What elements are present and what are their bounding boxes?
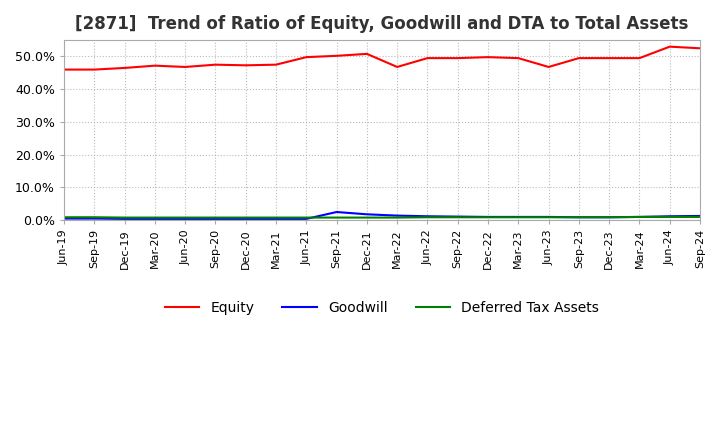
Deferred Tax Assets (241, 215, 250, 220)
Deferred Tax Assets (514, 215, 523, 220)
Goodwill (393, 213, 402, 218)
Equity (605, 55, 613, 61)
Equity (696, 46, 704, 51)
Goodwill (635, 214, 644, 220)
Goodwill (423, 214, 432, 219)
Equity (60, 67, 68, 72)
Equity (120, 65, 129, 70)
Deferred Tax Assets (120, 215, 129, 220)
Goodwill (363, 212, 372, 217)
Equity (181, 64, 189, 70)
Goodwill (120, 216, 129, 221)
Line: Equity: Equity (64, 47, 700, 70)
Equity (544, 64, 553, 70)
Equity (363, 51, 372, 56)
Goodwill (696, 213, 704, 219)
Equity (150, 63, 159, 68)
Title: [2871]  Trend of Ratio of Equity, Goodwill and DTA to Total Assets: [2871] Trend of Ratio of Equity, Goodwil… (76, 15, 689, 33)
Deferred Tax Assets (150, 215, 159, 220)
Goodwill (484, 214, 492, 220)
Goodwill (302, 216, 310, 221)
Goodwill (544, 214, 553, 220)
Deferred Tax Assets (635, 214, 644, 220)
Equity (332, 53, 341, 59)
Deferred Tax Assets (363, 215, 372, 220)
Equity (90, 67, 99, 72)
Equity (575, 55, 583, 61)
Deferred Tax Assets (544, 215, 553, 220)
Goodwill (150, 216, 159, 221)
Equity (302, 55, 310, 60)
Equity (514, 55, 523, 61)
Deferred Tax Assets (484, 215, 492, 220)
Goodwill (575, 215, 583, 220)
Goodwill (181, 216, 189, 221)
Deferred Tax Assets (393, 215, 402, 220)
Deferred Tax Assets (696, 214, 704, 220)
Deferred Tax Assets (423, 215, 432, 220)
Deferred Tax Assets (605, 215, 613, 220)
Deferred Tax Assets (211, 215, 220, 220)
Equity (454, 55, 462, 61)
Equity (211, 62, 220, 67)
Goodwill (665, 214, 674, 219)
Deferred Tax Assets (454, 215, 462, 220)
Equity (423, 55, 432, 61)
Deferred Tax Assets (271, 215, 280, 220)
Deferred Tax Assets (181, 215, 189, 220)
Line: Goodwill: Goodwill (64, 212, 700, 219)
Line: Deferred Tax Assets: Deferred Tax Assets (64, 217, 700, 218)
Goodwill (60, 216, 68, 221)
Goodwill (514, 214, 523, 220)
Goodwill (605, 215, 613, 220)
Deferred Tax Assets (665, 214, 674, 220)
Deferred Tax Assets (575, 215, 583, 220)
Deferred Tax Assets (90, 215, 99, 220)
Goodwill (454, 214, 462, 219)
Equity (484, 55, 492, 60)
Goodwill (332, 209, 341, 215)
Goodwill (90, 216, 99, 221)
Goodwill (271, 216, 280, 221)
Equity (393, 64, 402, 70)
Deferred Tax Assets (332, 215, 341, 220)
Equity (665, 44, 674, 49)
Deferred Tax Assets (60, 215, 68, 220)
Goodwill (211, 216, 220, 221)
Deferred Tax Assets (302, 215, 310, 220)
Equity (271, 62, 280, 67)
Goodwill (241, 216, 250, 221)
Legend: Equity, Goodwill, Deferred Tax Assets: Equity, Goodwill, Deferred Tax Assets (159, 296, 605, 321)
Equity (241, 62, 250, 68)
Equity (635, 55, 644, 61)
